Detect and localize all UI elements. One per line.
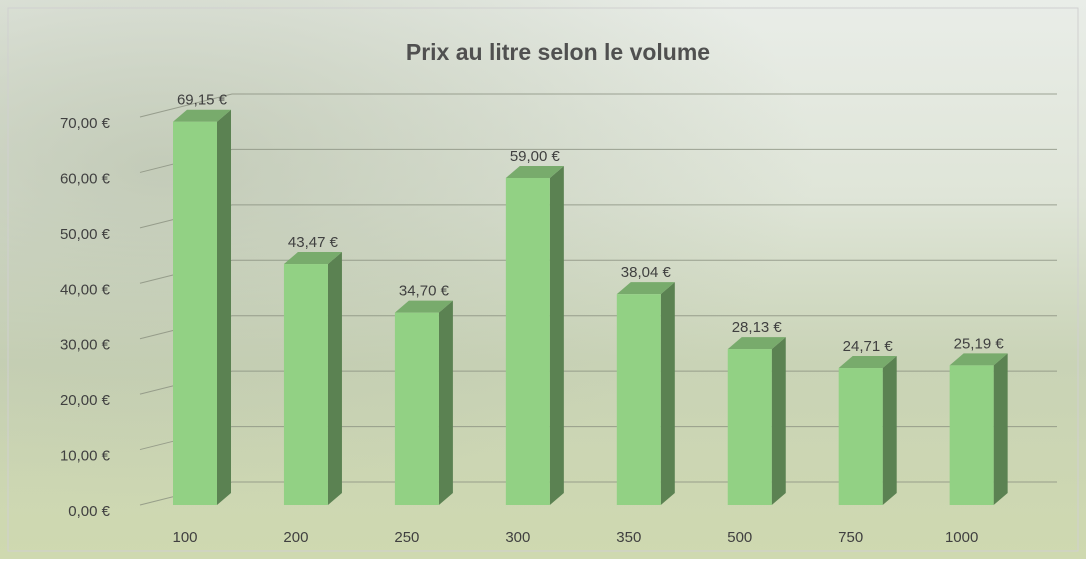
chart: Prix au litre selon le volume 0,00 € 10,0… bbox=[0, 0, 1086, 559]
bar-side bbox=[439, 301, 453, 505]
y-tick-label: 0,00 € bbox=[68, 503, 110, 520]
bar-side bbox=[772, 337, 786, 505]
bar bbox=[284, 264, 328, 505]
bar bbox=[950, 365, 994, 505]
value-label: 59,00 € bbox=[510, 148, 561, 165]
bar-side bbox=[217, 110, 231, 505]
bar-side bbox=[661, 282, 675, 505]
bar-side bbox=[328, 252, 342, 505]
y-tick-label: 20,00 € bbox=[60, 392, 111, 409]
x-tick-label: 750 bbox=[838, 529, 863, 546]
bar bbox=[173, 122, 217, 505]
value-label: 24,71 € bbox=[843, 338, 894, 355]
bar-side bbox=[883, 356, 897, 505]
bar bbox=[395, 313, 439, 505]
bar bbox=[728, 349, 772, 505]
y-tick-label: 40,00 € bbox=[60, 281, 111, 298]
bar bbox=[617, 294, 661, 505]
value-label: 69,15 € bbox=[177, 92, 228, 109]
bar bbox=[506, 178, 550, 505]
bar-side bbox=[550, 166, 564, 505]
bar-side bbox=[994, 353, 1008, 505]
y-tick-label: 30,00 € bbox=[60, 337, 111, 354]
y-tick-label: 60,00 € bbox=[60, 170, 111, 187]
chart-title: Prix au litre selon le volume bbox=[406, 39, 710, 65]
y-tick-label: 70,00 € bbox=[60, 115, 111, 132]
y-tick-label: 10,00 € bbox=[60, 448, 111, 465]
x-tick-label: 100 bbox=[172, 529, 197, 546]
x-tick-label: 1000 bbox=[945, 529, 978, 546]
value-label: 43,47 € bbox=[288, 234, 339, 251]
x-tick-label: 250 bbox=[394, 529, 419, 546]
x-tick-label: 500 bbox=[727, 529, 752, 546]
x-tick-label: 350 bbox=[616, 529, 641, 546]
bar bbox=[839, 368, 883, 505]
value-label: 25,19 € bbox=[954, 335, 1005, 352]
x-tick-label: 200 bbox=[283, 529, 308, 546]
value-label: 34,70 € bbox=[399, 283, 450, 300]
x-tick-label: 300 bbox=[505, 529, 530, 546]
value-label: 28,13 € bbox=[732, 319, 783, 336]
value-label: 38,04 € bbox=[621, 264, 672, 281]
y-tick-label: 50,00 € bbox=[60, 226, 111, 243]
